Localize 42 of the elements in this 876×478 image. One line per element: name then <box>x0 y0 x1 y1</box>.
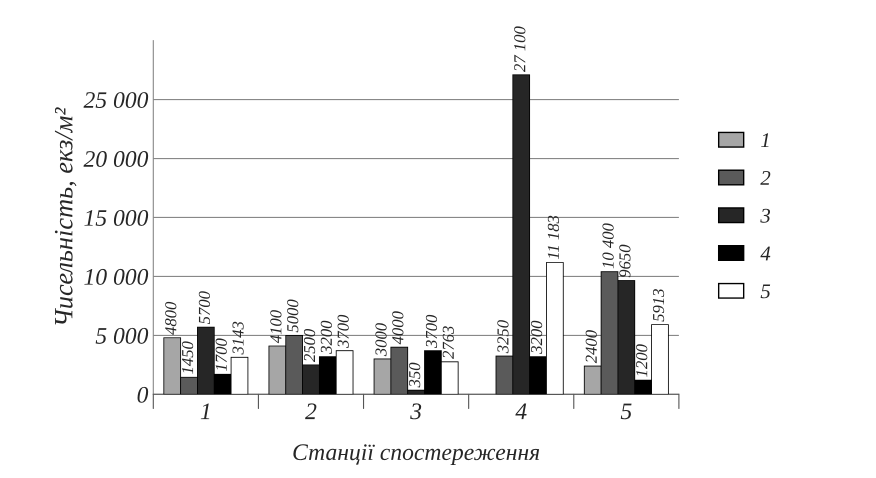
y-tick-label: 0 <box>138 386 148 403</box>
data-label: 350 <box>409 362 420 388</box>
x-tick-label: 5 <box>620 404 632 420</box>
data-label: 10 400 <box>602 223 614 268</box>
x-tick-label: 3 <box>410 403 422 420</box>
data-label: 9650 <box>619 244 631 278</box>
legend-label: 3 <box>760 208 770 223</box>
data-label: 4100 <box>270 310 282 344</box>
legend-label: 5 <box>760 284 770 298</box>
data-label: 5913 <box>652 289 664 322</box>
data-label: 3700 <box>338 314 349 348</box>
data-label: 2763 <box>442 326 454 359</box>
data-label: 4000 <box>392 311 404 344</box>
x-axis-title: Станції спостереження <box>293 444 540 465</box>
data-label: 1450 <box>182 341 194 374</box>
data-label: 1700 <box>216 338 227 371</box>
y-tick-label: 20 000 <box>84 151 148 167</box>
data-label: 3700 <box>426 314 438 348</box>
legend-label: 1 <box>761 133 769 148</box>
data-label: 3250 <box>497 320 509 354</box>
data-label: 3200 <box>530 320 542 354</box>
y-axis-title: Чисельність, екз/м² <box>54 107 76 324</box>
data-label: 3143 <box>232 322 244 355</box>
data-label: 27 100 <box>514 26 526 72</box>
data-label: 4800 <box>165 302 176 335</box>
data-label: 5700 <box>198 291 210 324</box>
data-label: 11 183 <box>548 216 560 260</box>
y-tick-label: 15 000 <box>84 210 148 226</box>
data-label: 3000 <box>375 323 387 356</box>
data-label: 2400 <box>586 330 597 364</box>
y-tick-label: 25 000 <box>84 92 148 108</box>
legend-label: 2 <box>760 170 770 185</box>
x-tick-label: 2 <box>305 403 316 420</box>
data-label: 1200 <box>636 344 648 377</box>
data-label: 3200 <box>320 320 332 354</box>
data-label: 5000 <box>287 299 298 332</box>
x-tick-label: 4 <box>515 404 527 420</box>
y-tick-label: 10 000 <box>84 268 148 285</box>
y-tick-label: 5 000 <box>96 328 148 344</box>
data-label: 2500 <box>304 328 316 362</box>
x-tick-label: 1 <box>200 403 210 420</box>
legend-label: 4 <box>760 246 770 260</box>
